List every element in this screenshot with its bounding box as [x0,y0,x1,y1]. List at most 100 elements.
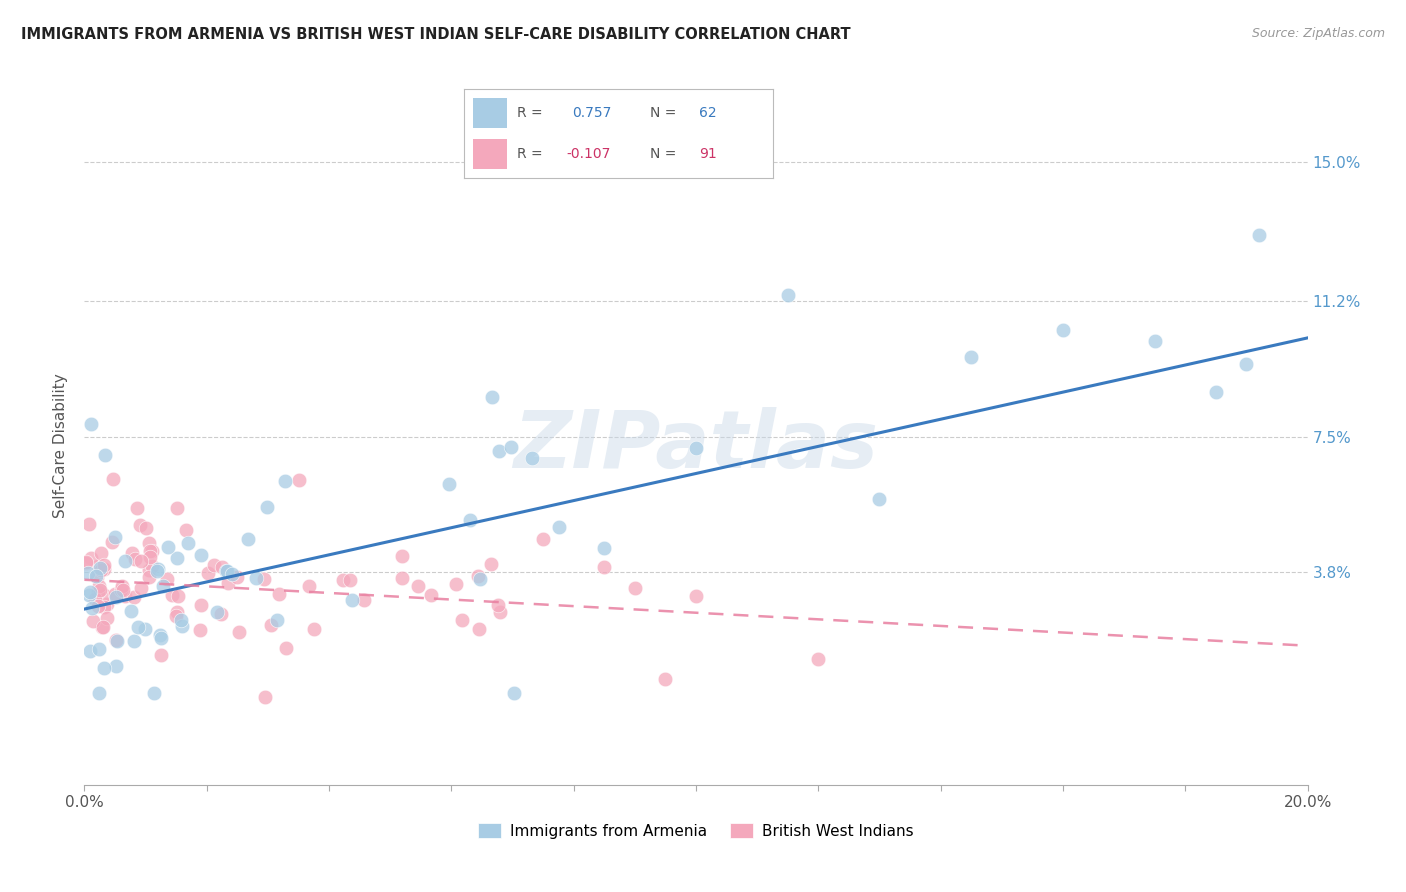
Point [267,587,290,601]
Point [110,582,132,597]
Point [77,516,100,531]
Point [93,619,115,633]
Point [211,560,233,574]
Point [103,472,125,486]
Point [174,523,197,537]
Point [1205,385,1227,400]
Point [75,557,97,571]
Point [548,520,571,534]
Point [486,599,509,613]
Text: 0.757: 0.757 [572,106,612,120]
Point [79,585,101,599]
Bar [474,98,508,128]
Point [165,609,187,624]
Point [93,448,115,462]
Point [467,568,489,582]
Point [104,633,127,648]
Point [101,534,124,549]
Point [197,566,219,580]
Point [420,588,443,602]
Point [807,652,830,666]
Point [236,533,259,547]
Point [129,581,152,595]
Point [654,672,676,686]
Point [685,441,707,455]
Point [274,474,297,488]
Point [75,555,97,569]
Point [188,623,211,637]
Point [522,451,544,466]
Point [391,571,413,585]
Point [121,546,143,560]
Point [479,557,502,571]
Point [104,530,127,544]
Point [481,391,503,405]
Point [134,622,156,636]
Point [77,566,100,581]
Point [468,572,491,586]
Point [111,582,134,597]
Point [104,587,127,601]
Point [444,577,467,591]
Point [215,564,238,578]
Point [207,605,229,619]
Point [488,605,510,619]
Point [90,546,112,560]
Point [177,536,200,550]
Point [406,579,429,593]
Point [1052,323,1074,337]
Point [332,573,354,587]
Point [274,641,297,656]
Point [152,579,174,593]
Text: N =: N = [650,106,681,120]
Point [1247,228,1270,243]
Point [685,589,707,603]
Point [124,552,146,566]
Point [93,558,115,572]
Point [253,690,276,704]
Point [139,543,162,558]
Point [87,686,110,700]
Point [340,593,363,607]
Point [260,618,283,632]
Point [776,288,799,302]
Point [298,579,321,593]
Point [131,554,153,568]
Point [86,570,108,584]
Point [170,613,193,627]
Text: 62: 62 [699,106,717,120]
Point [84,592,107,607]
Point [245,571,267,585]
Point [93,599,115,614]
Point [209,607,232,621]
Point [141,559,163,574]
Point [79,644,101,658]
Point [139,550,162,565]
Point [353,592,375,607]
Text: N =: N = [650,147,681,161]
Point [127,620,149,634]
Point [339,574,361,588]
Point [122,591,145,605]
Point [105,588,128,602]
Point [488,443,510,458]
Point [138,536,160,550]
Point [468,622,491,636]
Point [202,558,225,572]
Point [593,559,616,574]
Point [149,628,172,642]
Point [869,492,891,507]
Point [93,588,115,602]
Point [593,541,616,555]
Point [499,440,522,454]
Point [228,624,250,639]
Point [114,554,136,568]
Point [91,619,114,633]
Point [77,588,100,602]
Point [111,579,134,593]
Point [531,532,554,546]
Point [450,613,472,627]
Point [166,501,188,516]
Point [253,572,276,586]
Point [93,562,115,576]
